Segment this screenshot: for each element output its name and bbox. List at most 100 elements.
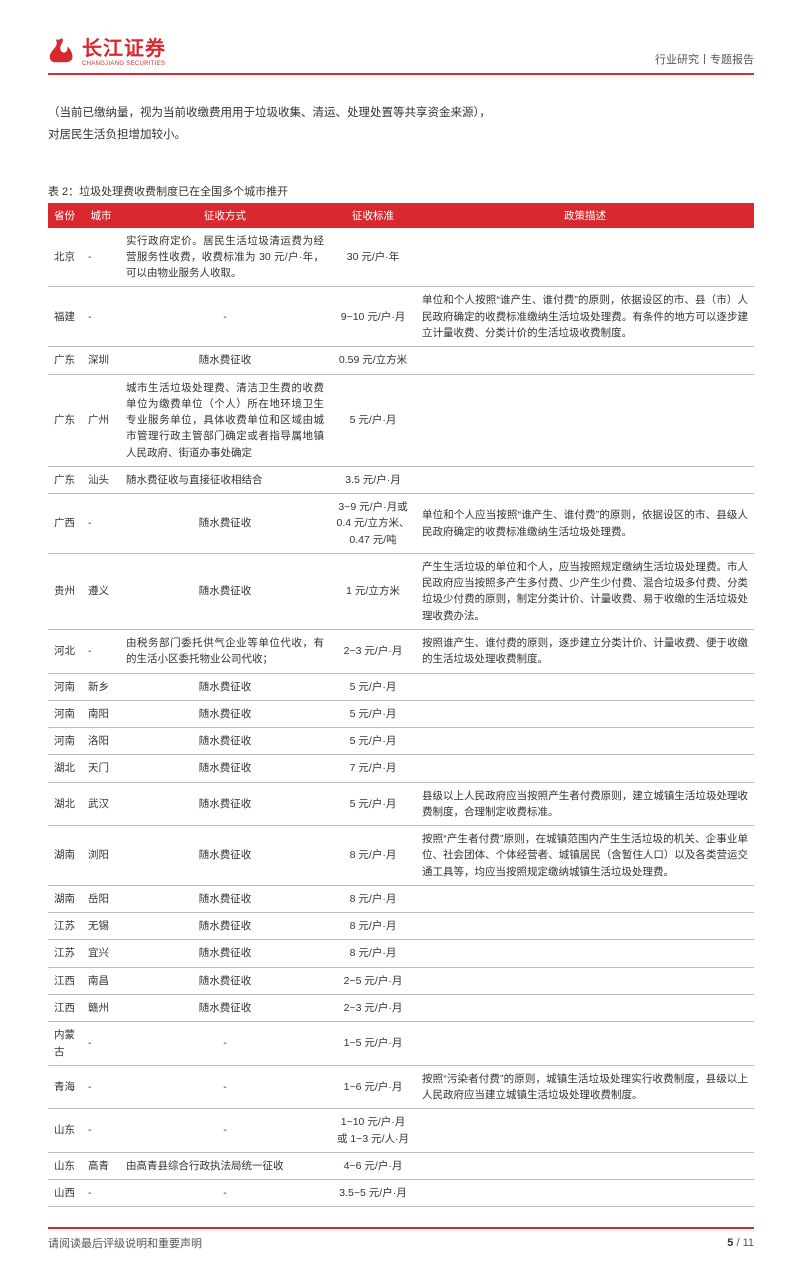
th-method: 征收方式 [120, 203, 330, 228]
table-cell: 深圳 [82, 347, 120, 374]
table-cell: 按照“污染者付费”的原则，城镇生活垃圾处理实行收费制度，县级以上人民政府应当建立… [416, 1065, 754, 1109]
th-standard: 征收标准 [330, 203, 416, 228]
th-desc: 政策描述 [416, 203, 754, 228]
table-cell: 随水费征收 [120, 940, 330, 967]
table-row: 山东高青由高青县综合行政执法局统一征收4~6 元/户·月 [48, 1152, 754, 1179]
table-cell: - [120, 287, 330, 347]
table-cell: 5 元/户·月 [330, 700, 416, 727]
table-cell: 内蒙古 [48, 1022, 82, 1066]
table-cell: 无锡 [82, 913, 120, 940]
table-cell: 武汉 [82, 782, 120, 826]
table-cell: 由税务部门委托供气企业等单位代收，有的生活小区委托物业公司代收； [120, 630, 330, 674]
table-row: 河南新乡随水费征收5 元/户·月 [48, 673, 754, 700]
table-cell: 8 元/户·月 [330, 826, 416, 886]
table-cell: 广东 [48, 347, 82, 374]
table-cell: 1~5 元/户·月 [330, 1022, 416, 1066]
table-cell: 随水费征收 [120, 494, 330, 554]
table-cell: 随水费征收 [120, 673, 330, 700]
table-cell: 南阳 [82, 700, 120, 727]
table-cell: 赣州 [82, 994, 120, 1021]
table-cell: 2~3 元/户·月 [330, 630, 416, 674]
table-row: 内蒙古--1~5 元/户·月 [48, 1022, 754, 1066]
table-row: 广东深圳随水费征收0.59 元/立方米 [48, 347, 754, 374]
table-cell [416, 1180, 754, 1207]
table-row: 江苏无锡随水费征收8 元/户·月 [48, 913, 754, 940]
table-cell: 广西 [48, 494, 82, 554]
table-row: 山西--3.5~5 元/户·月 [48, 1180, 754, 1207]
table-cell: - [82, 1022, 120, 1066]
table-cell: 江西 [48, 967, 82, 994]
table-cell: 3.5~5 元/户·月 [330, 1180, 416, 1207]
table-cell: 县级以上人民政府应当按照产生者付费原则，建立城镇生活垃圾处理收费制度，合理制定收… [416, 782, 754, 826]
table-cell: 8 元/户·月 [330, 913, 416, 940]
table-cell: 贵州 [48, 553, 82, 629]
table-cell: 河南 [48, 673, 82, 700]
table-cell: 青海 [48, 1065, 82, 1109]
table-cell: 随水费征收 [120, 826, 330, 886]
table-row: 广东广州城市生活垃圾处理费、清洁卫生费的收费单位为缴费单位（个人）所在地环境卫生… [48, 374, 754, 466]
table-cell: 河北 [48, 630, 82, 674]
table-cell: - [120, 1180, 330, 1207]
table-cell: 随水费征收 [120, 782, 330, 826]
table-cell: 广州 [82, 374, 120, 466]
table-cell: 5 元/户·月 [330, 673, 416, 700]
table-cell: 随水费征收 [120, 553, 330, 629]
table-caption: 表 2：垃圾处理费收费制度已在全国多个城市推开 [48, 183, 754, 199]
table-cell [416, 994, 754, 1021]
table-cell: 南昌 [82, 967, 120, 994]
fee-policy-table: 省份 城市 征收方式 征收标准 政策描述 北京-实行政府定价。居民生活垃圾清运费… [48, 203, 754, 1208]
table-cell: 广东 [48, 374, 82, 466]
table-row: 湖北天门随水费征收7 元/户·月 [48, 755, 754, 782]
intro-line-1: （当前已缴纳量，视为当前收缴费用用于垃圾收集、清运、处理处置等共享资金来源）， [48, 103, 754, 125]
table-cell: 30 元/户·年 [330, 228, 416, 287]
table-row: 江苏宜兴随水费征收8 元/户·月 [48, 940, 754, 967]
table-row: 河南洛阳随水费征收5 元/户·月 [48, 728, 754, 755]
page-current: 5 [727, 1237, 733, 1249]
table-cell: 北京 [48, 228, 82, 287]
brand-text: 长江证券 CHANGJIANG SECURITIES [82, 32, 166, 67]
table-cell [416, 728, 754, 755]
table-cell [416, 1109, 754, 1153]
table-cell: 随水费征收与直接征收相结合 [120, 466, 330, 493]
intro-line-2: 对居民生活负担增加较小。 [48, 125, 754, 147]
table-cell: 按照谁产生、谁付费的原则，逐步建立分类计价、计量收费、便于收缴的生活垃圾处理收费… [416, 630, 754, 674]
table-cell: 随水费征收 [120, 728, 330, 755]
table-cell [416, 967, 754, 994]
table-cell [416, 466, 754, 493]
table-row: 湖南浏阳随水费征收8 元/户·月按照“产生者付费”原则，在城镇范围内产生生活垃圾… [48, 826, 754, 886]
table-cell: 江苏 [48, 913, 82, 940]
table-cell: 1~6 元/户·月 [330, 1065, 416, 1109]
table-cell: 宜兴 [82, 940, 120, 967]
table-cell: 随水费征收 [120, 885, 330, 912]
table-cell: 随水费征收 [120, 994, 330, 1021]
table-cell: 3.5 元/户·月 [330, 466, 416, 493]
table-cell: 3~9 元/户·月或 0.4 元/立方米、0.47 元/吨 [330, 494, 416, 554]
table-cell: 产生生活垃圾的单位和个人，应当按照规定缴纳生活垃圾处理费。市人民政府应当按照多产… [416, 553, 754, 629]
table-cell: 江苏 [48, 940, 82, 967]
table-row: 青海--1~6 元/户·月按照“污染者付费”的原则，城镇生活垃圾处理实行收费制度… [48, 1065, 754, 1109]
table-cell: - [120, 1022, 330, 1066]
table-row: 河北-由税务部门委托供气企业等单位代收，有的生活小区委托物业公司代收；2~3 元… [48, 630, 754, 674]
table-row: 湖北武汉随水费征收5 元/户·月县级以上人民政府应当按照产生者付费原则，建立城镇… [48, 782, 754, 826]
table-cell: - [82, 1180, 120, 1207]
page-container: 长江证券 CHANGJIANG SECURITIES 行业研究丨专题报告 （当前… [0, 0, 802, 1271]
table-cell: 随水费征收 [120, 700, 330, 727]
footer-disclaimer: 请阅读最后评级说明和重要声明 [48, 1235, 202, 1251]
table-body: 北京-实行政府定价。居民生活垃圾清运费为经营服务性收费，收费标准为 30 元/户… [48, 228, 754, 1207]
table-cell: 湖北 [48, 755, 82, 782]
table-cell: 1 元/立方米 [330, 553, 416, 629]
table-cell: 5 元/户·月 [330, 728, 416, 755]
table-row: 湖南岳阳随水费征收8 元/户·月 [48, 885, 754, 912]
page-total: 11 [743, 1237, 754, 1249]
table-cell: 河南 [48, 700, 82, 727]
table-row: 江西赣州随水费征收2~3 元/户·月 [48, 994, 754, 1021]
table-cell: - [82, 630, 120, 674]
table-cell: 洛阳 [82, 728, 120, 755]
page-header: 长江证券 CHANGJIANG SECURITIES 行业研究丨专题报告 [48, 32, 754, 75]
table-cell [416, 228, 754, 287]
table-cell: 汕头 [82, 466, 120, 493]
table-cell: 9~10 元/户·月 [330, 287, 416, 347]
table-cell: 8 元/户·月 [330, 940, 416, 967]
table-cell: 新乡 [82, 673, 120, 700]
table-row: 福建--9~10 元/户·月单位和个人按照“谁产生、谁付费”的原则，依据设区的市… [48, 287, 754, 347]
